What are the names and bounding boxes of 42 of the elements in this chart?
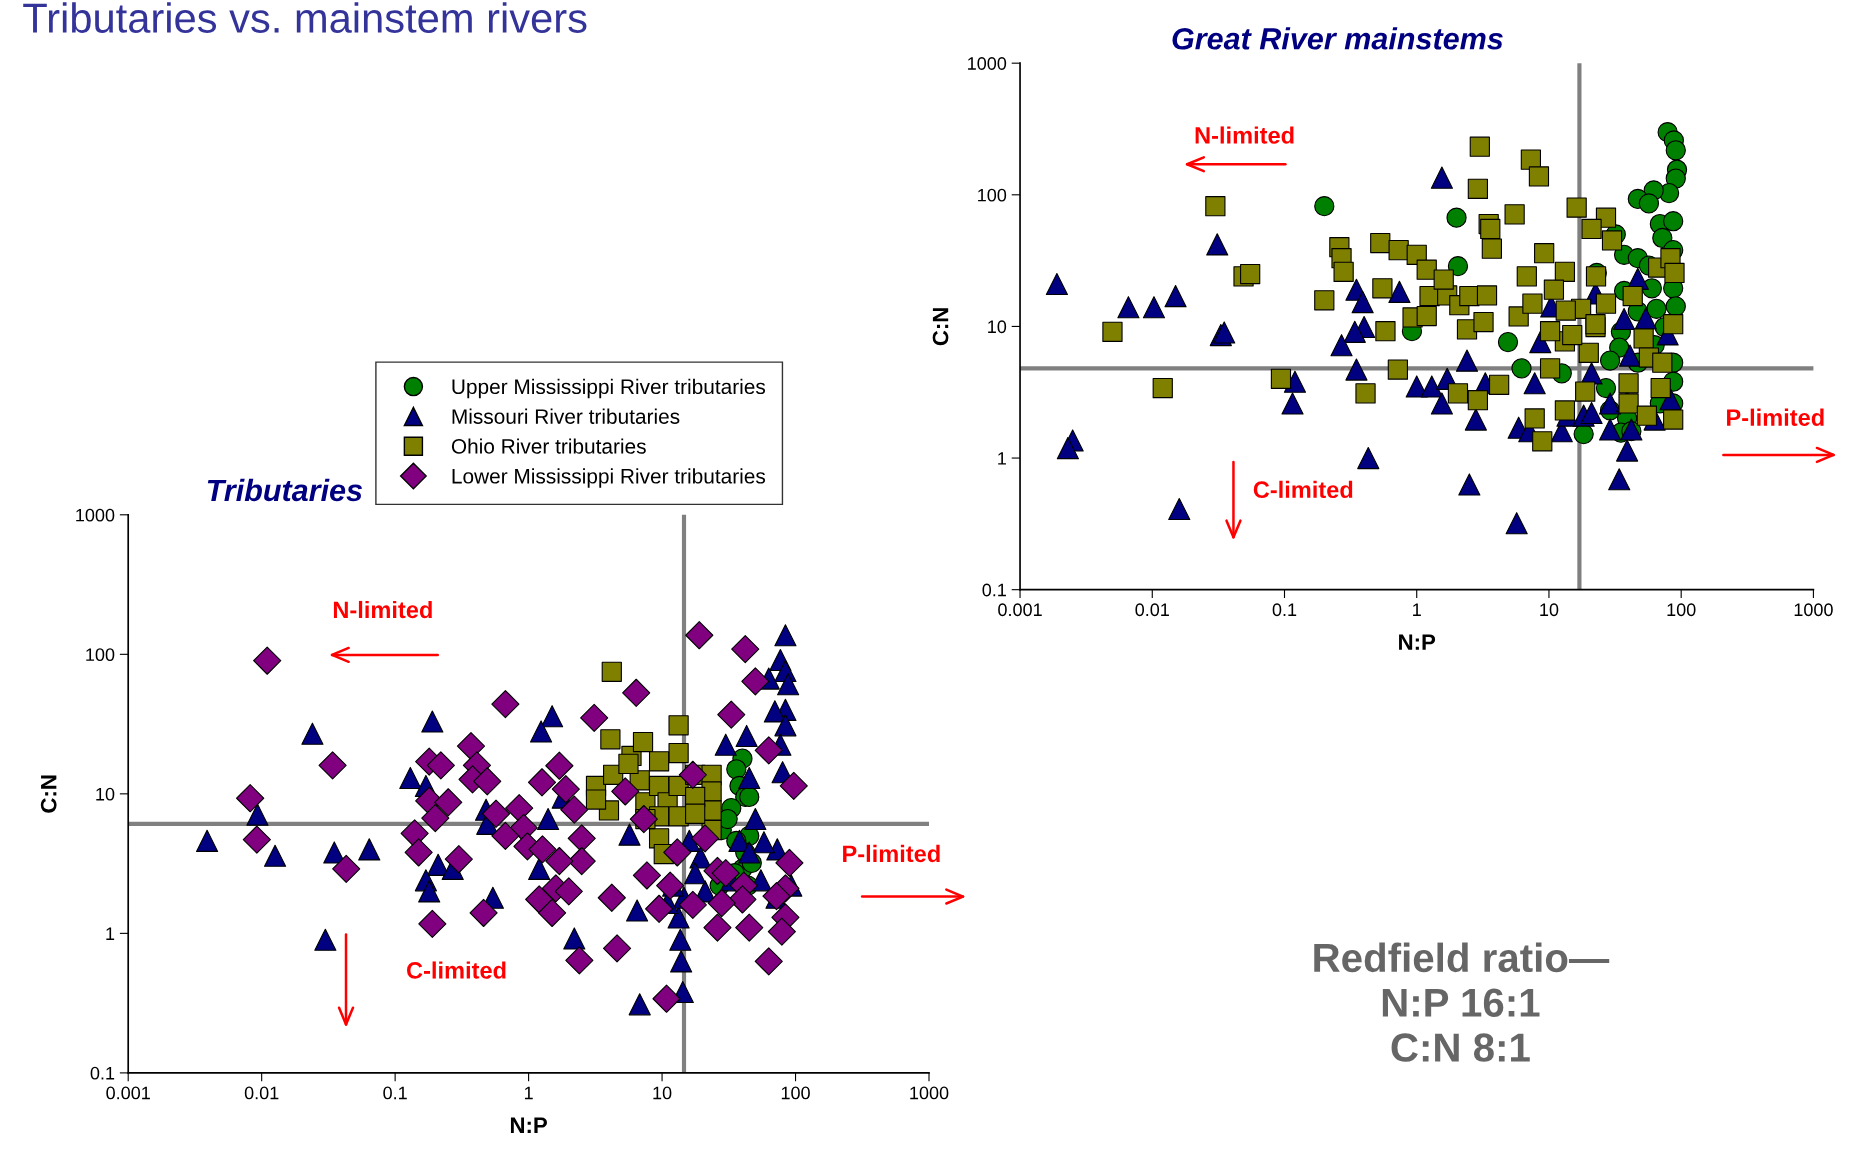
y-tick-label: 100 [978, 188, 1007, 202]
legend-label: Upper Mississippi River tributaries [452, 378, 766, 399]
chart-title: Tributaries [207, 478, 363, 502]
legend-label: Missouri River tributaries [452, 408, 680, 424]
annotation: N-limited [333, 600, 432, 619]
y-tick-label: 0.1 [982, 583, 1006, 597]
annotation: P-limited [1727, 408, 1824, 426]
y-tick-label: 1000 [76, 508, 115, 522]
x-axis-title: N:P [1399, 634, 1436, 650]
x-tick-label: 100 [1667, 603, 1696, 617]
x-tick-label: 1 [524, 1086, 533, 1100]
x-tick-label: 0.001 [998, 603, 1042, 617]
y-tick-label: 100 [86, 648, 115, 662]
text: Redfield ratio— N:P 16:1 C:N 8:1 [1314, 942, 1610, 1062]
y-tick-label: 1000 [968, 57, 1007, 70]
y-tick-label: 1 [998, 452, 1006, 465]
y-axis-title: C:N [40, 775, 57, 813]
x-tick-label: 0.01 [244, 1086, 279, 1100]
y-tick-label: 10 [988, 320, 1007, 334]
x-tick-label: 10 [1540, 603, 1559, 617]
x-tick-label: 10 [653, 1086, 672, 1100]
x-tick-label: 1000 [1794, 603, 1833, 617]
x-tick-label: 1 [1413, 603, 1421, 616]
x-tick-label: 100 [781, 1086, 810, 1100]
x-tick-label: 0.001 [106, 1086, 150, 1100]
annotation: C-limited [407, 961, 506, 979]
annotation: N-limited [1195, 126, 1294, 144]
y-tick-label: 0.1 [90, 1066, 115, 1080]
y-axis-title: C:N [932, 308, 949, 346]
legend-label: Ohio River tributaries [451, 438, 646, 454]
x-tick-label: 1000 [910, 1086, 949, 1100]
chart-title: Great River mainstems [1172, 27, 1503, 50]
text: Tributaries vs. mainstem rivers [23, 2, 587, 33]
annotation: P-limited [843, 844, 940, 863]
x-tick-label: 0.1 [383, 1086, 407, 1100]
annotation: C-limited [1253, 480, 1353, 499]
x-axis-title: N:P [510, 1117, 547, 1133]
x-tick-label: 0.01 [1135, 603, 1169, 617]
y-tick-label: 1 [106, 927, 115, 940]
legend-label: Lower Mississippi River tributaries [452, 468, 766, 488]
y-tick-label: 10 [96, 787, 115, 801]
x-tick-label: 0.1 [1272, 603, 1297, 617]
